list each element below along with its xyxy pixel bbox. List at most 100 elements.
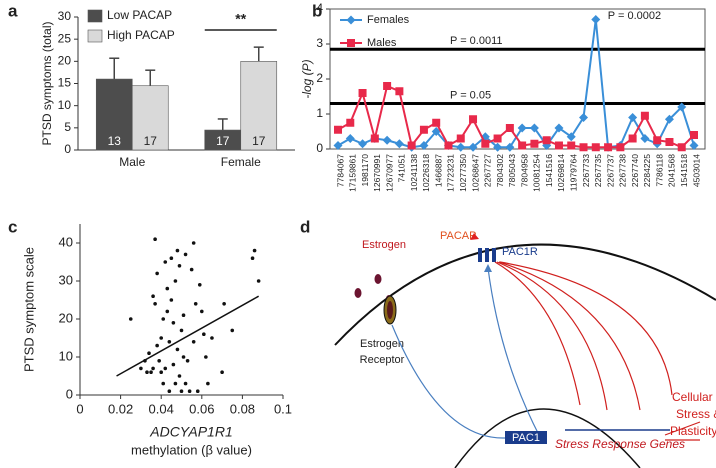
point [579,113,589,122]
x-tick-label: 2041568 [667,154,677,187]
y-tick-label: 25 [58,31,72,45]
legend-label: Females [367,14,410,26]
point [554,123,564,133]
arrow [487,267,541,438]
point [197,283,202,287]
point [169,298,174,302]
point [210,336,214,340]
threshold-label: P = 0.05 [450,89,491,101]
point [157,359,161,363]
x-tick-label: 10268647 [470,154,480,192]
point [167,389,172,394]
point [640,111,649,120]
point [149,370,153,375]
panel-label: b [312,1,322,20]
point [628,113,638,122]
point [358,89,367,97]
point [456,142,466,152]
x-tick-label: 17723231 [446,154,456,192]
point [169,256,174,261]
estrogen-receptor-label: Estrogen [360,338,404,350]
arrow [664,421,701,436]
y-tick-label: 0 [66,386,73,401]
point [664,114,674,124]
point [407,141,416,150]
y-tick-label: 30 [59,272,73,287]
n-label: 17 [144,134,158,148]
y-tick-label: 40 [59,234,73,249]
point [191,241,196,245]
point [155,271,159,276]
x-tick-label: 741051 [397,154,407,183]
point [345,134,355,143]
point [493,142,503,152]
point [193,302,198,306]
point [481,139,490,148]
n-label: 17 [216,134,230,148]
point [382,135,392,145]
point [153,237,157,241]
x-tick-label: 12670977 [384,154,394,192]
point [394,139,404,149]
point [204,355,208,359]
point [145,370,149,375]
point [185,359,190,363]
bar [95,78,133,151]
point [616,143,625,152]
point [432,118,441,127]
point [147,351,151,356]
point [181,355,186,359]
point [183,252,188,257]
legend-swatch [87,29,103,43]
point [653,136,662,145]
cell-membrane [334,243,716,346]
panel-label: a [8,1,18,20]
y-tick-label: 2 [316,71,323,85]
point [554,141,563,150]
point [202,332,206,337]
point [469,115,478,124]
x-tick-label: 0.04 [149,401,174,416]
y-tick-label: 20 [58,54,72,68]
pac1-gene [505,431,547,444]
y-tick-label: 5 [64,120,71,134]
pac1-label: PAC1 [512,432,540,444]
n-label: 17 [252,134,266,148]
x-tick-label: 1541518 [679,154,689,187]
point [189,267,194,272]
x-tick-label: 10269814 [556,154,566,192]
receptor-icon [492,248,496,262]
point [591,15,601,24]
x-tick-label: 0 [76,401,83,416]
arrow [496,261,608,411]
point [431,127,441,136]
point [505,124,514,132]
n-label: 13 [108,134,122,148]
x-tick-label: 7805043 [507,154,517,187]
point [230,328,235,333]
pacap-label: PACAP [440,230,476,242]
point [155,343,159,348]
x-tick-label: 10226318 [421,154,431,192]
point [151,294,155,299]
estrogen-receptor-core [387,301,393,319]
x-tick-label: Male [119,155,145,169]
diagram-d: d Estrogen Estrogen Receptor PACAP PAC1R… [300,217,716,468]
point [370,134,379,143]
x-tick-label: 0.08 [230,401,255,416]
point [171,321,176,325]
x-tick-label: 7786118 [654,154,664,187]
point [165,286,170,291]
point [383,82,392,90]
y-axis-label: PTSD symptoms (total) [40,21,54,145]
point [173,279,178,283]
x-tick-label: 2267735 [593,154,603,187]
point [183,381,188,386]
point [665,138,674,146]
point [187,389,192,394]
pacap-icon [470,233,479,240]
point [493,134,502,143]
annotation: P = 0.0002 [608,10,661,22]
x-tick-label: 2267737 [605,154,615,187]
